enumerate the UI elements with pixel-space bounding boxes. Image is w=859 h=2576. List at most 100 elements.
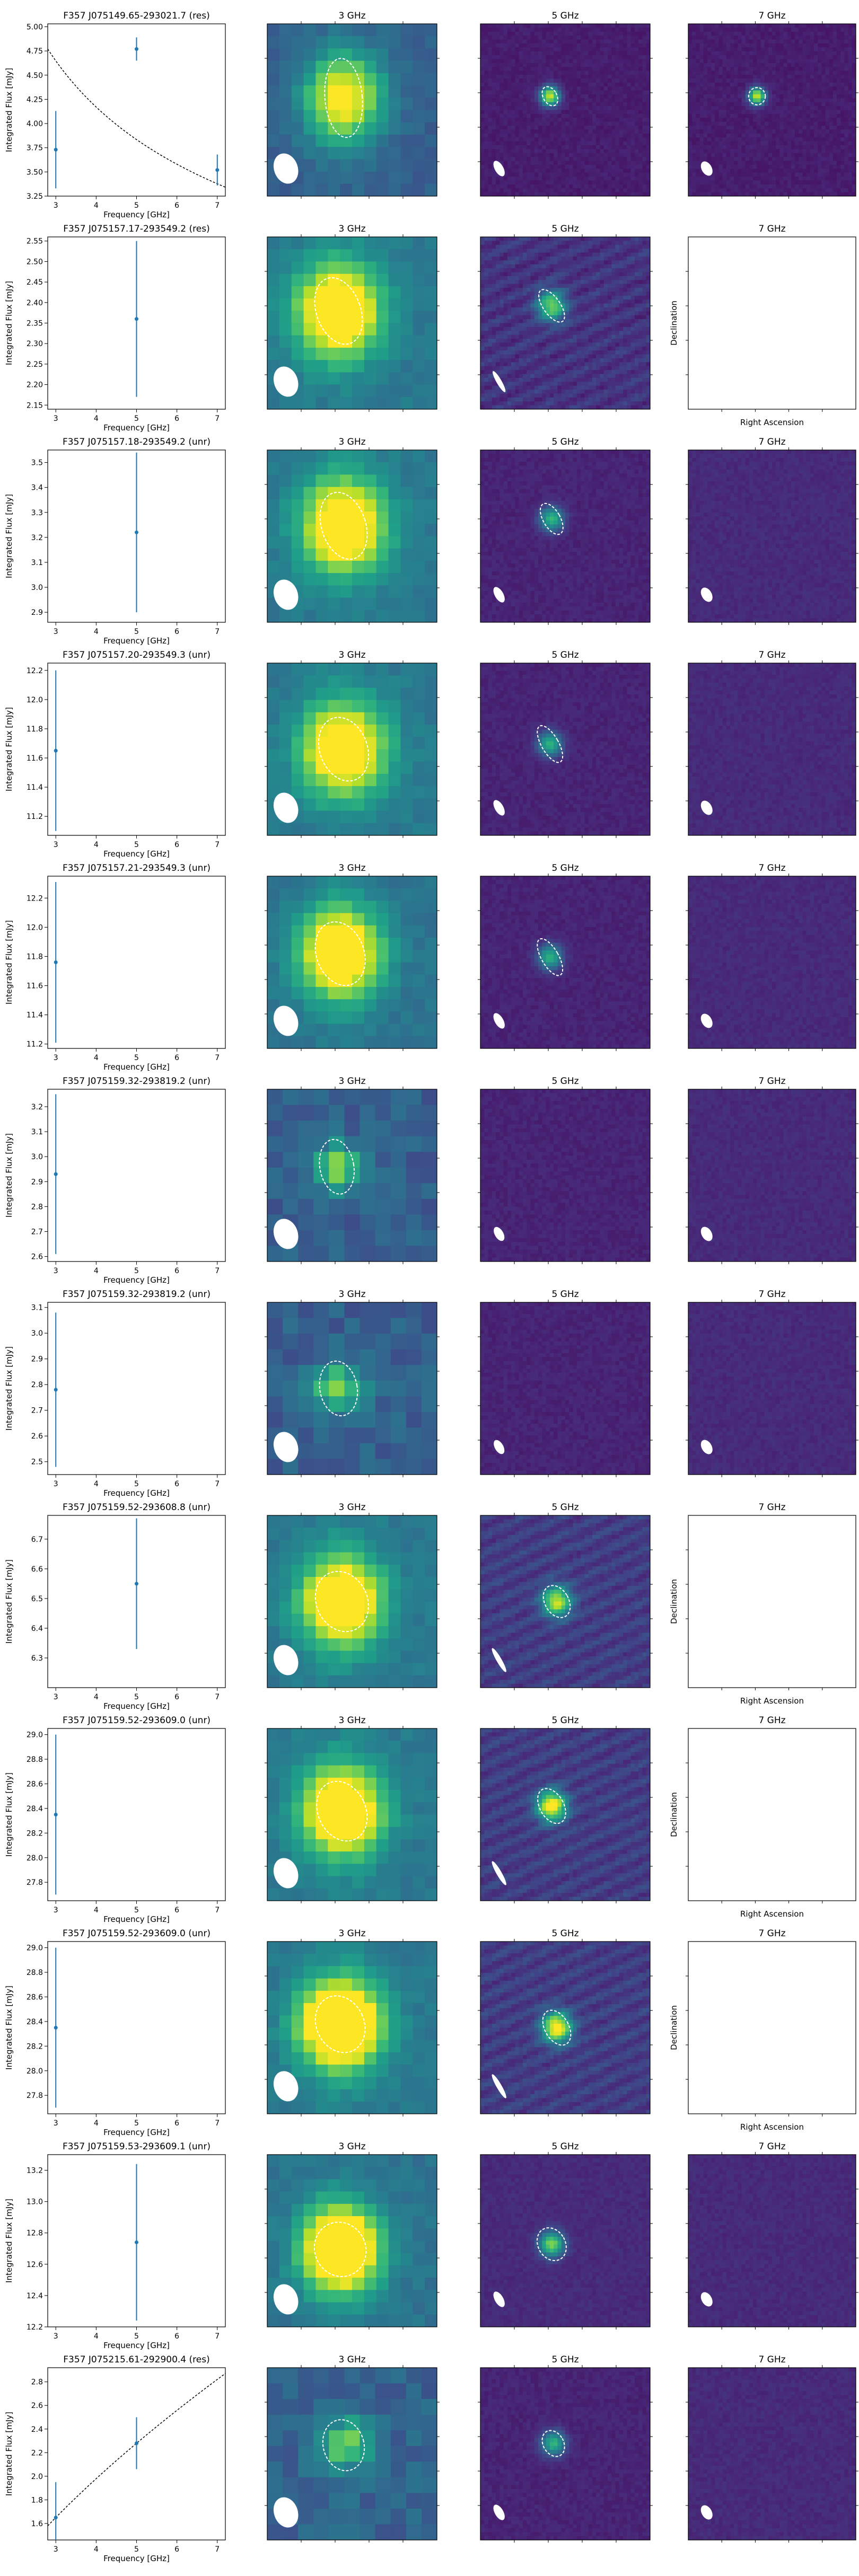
- y-tick-label: 3.1: [31, 1304, 43, 1312]
- image-panel-3ghz: 3 GHz: [265, 1289, 440, 1477]
- image-panel-3ghz: 3 GHz: [265, 1502, 440, 1690]
- panel-title: F357 J075215.61-292900.4 (res): [63, 2354, 209, 2365]
- data-point: [54, 2482, 58, 2540]
- image-pixels: [267, 1302, 437, 1475]
- beam-ellipse: [492, 1648, 506, 1672]
- y-tick-label: 2.8: [31, 1203, 43, 1211]
- x-tick-label: 5: [134, 414, 139, 423]
- source-ellipse: [319, 1139, 355, 1195]
- image-frame: [688, 1089, 856, 1262]
- beam-ellipse: [493, 1013, 505, 1029]
- image-pixels: [267, 450, 437, 622]
- y-tick-label: 12.0: [27, 696, 43, 704]
- y-tick-label: 4.50: [27, 72, 43, 80]
- x-tick-label: 6: [174, 841, 179, 849]
- image-pixels: [480, 663, 650, 835]
- row-11: F357 J075159.53-293609.1 (unr) 3 4 5 6 7 12.2 1…: [4, 2141, 858, 2350]
- x-tick-label: 7: [215, 2332, 220, 2341]
- y-tick-label: 29.0: [27, 1944, 43, 1953]
- y-tick-label: 2.9: [31, 608, 43, 617]
- y-tick-label: 28.4: [27, 1805, 43, 1813]
- x-tick-label: 5: [134, 2332, 139, 2341]
- x-tick-label: 7: [215, 1054, 220, 1062]
- y-tick-label: 11.6: [27, 754, 43, 763]
- panel-title: 3 GHz: [338, 1715, 365, 1726]
- image-pixels: [267, 1089, 437, 1261]
- image-pixels: [267, 1728, 437, 1901]
- spectrum-plot: F357 J075157.21-293549.3 (unr) 3 4 5 6 7 11.2 1…: [4, 863, 226, 1072]
- axis-ylabel: Integrated Flux [mJy]: [4, 1133, 14, 1218]
- panel-title: 5 GHz: [551, 437, 578, 447]
- point-marker: [54, 2026, 58, 2030]
- y-tick-label: 28.4: [27, 2018, 43, 2026]
- x-tick-label: 7: [215, 841, 220, 849]
- y-tick-label: 2.15: [27, 401, 43, 410]
- x-tick-label: 3: [54, 841, 58, 849]
- point-marker: [135, 2240, 138, 2244]
- axis-xlabel: Frequency [GHz]: [103, 2341, 170, 2350]
- data-point: [54, 1734, 58, 1895]
- panel-title: 7 GHz: [758, 2354, 785, 2365]
- beam-ellipse: [492, 1861, 506, 1885]
- axis-xlabel: Frequency [GHz]: [103, 2128, 170, 2137]
- x-tick-label: 6: [174, 1267, 179, 1275]
- y-tick-label: 5.00: [27, 23, 43, 31]
- point-marker: [135, 47, 138, 51]
- panel-title: 7 GHz: [758, 1928, 785, 1939]
- y-tick-label: 1.8: [31, 2496, 43, 2504]
- y-tick-label: 11.4: [27, 1011, 43, 1020]
- axis-ylabel: Integrated Flux [mJy]: [4, 68, 14, 152]
- plot-frame: [47, 1941, 226, 2114]
- beam-ellipse: [273, 1432, 299, 1462]
- axis-xlabel: Right Ascension: [740, 1909, 804, 1919]
- image-pixels: [688, 450, 856, 622]
- source-ellipse: [313, 2221, 367, 2278]
- y-tick-label: 12.2: [27, 2323, 43, 2332]
- image-frame: [267, 23, 437, 197]
- x-tick-label: 5: [134, 1693, 139, 1701]
- image-panel-5ghz: 5 GHz: [478, 1502, 653, 1690]
- y-tick-label: 28.2: [27, 2042, 43, 2051]
- image-frame: [480, 1089, 651, 1262]
- point-marker: [135, 317, 138, 321]
- empty-frame: [688, 1728, 856, 1901]
- panel-title: 3 GHz: [338, 1502, 365, 1513]
- point-marker: [54, 147, 58, 152]
- image-panel-5ghz: 5 GHz: [478, 437, 653, 625]
- y-tick-label: 6.3: [31, 1654, 43, 1663]
- axis-ylabel: Integrated Flux [mJy]: [4, 707, 14, 791]
- axis-ylabel: Declination: [669, 2005, 679, 2050]
- axis-ylabel: Integrated Flux [mJy]: [4, 920, 14, 1004]
- data-point: [135, 1518, 138, 1649]
- beam-ellipse: [273, 1005, 299, 1036]
- image-panel-5ghz: 5 GHz: [478, 2354, 653, 2543]
- y-tick-label: 2.8: [31, 2378, 43, 2387]
- beam-ellipse: [273, 1858, 299, 1889]
- source-ellipse: [324, 58, 363, 138]
- x-tick-label: 5: [134, 1054, 139, 1062]
- panel-title: F357 J075157.21-293549.3 (unr): [63, 863, 211, 874]
- y-tick-label: 2.0: [31, 2473, 43, 2481]
- x-tick-label: 7: [215, 1480, 220, 1488]
- x-tick-label: 5: [134, 841, 139, 849]
- axis-ylabel: Integrated Flux [mJy]: [4, 2199, 14, 2283]
- beam-ellipse: [273, 153, 299, 184]
- spectrum-plot: F357 J075157.20-293549.3 (unr) 3 4 5 6 7 11.2 1…: [4, 650, 226, 859]
- axis-ylabel: Declination: [669, 1579, 679, 1624]
- axis-xlabel: Frequency [GHz]: [103, 1275, 170, 1285]
- image-frame: [480, 1728, 651, 1901]
- image-panel-5ghz: 5 GHz: [478, 650, 653, 838]
- source-ellipse: [314, 1571, 369, 1633]
- image-pixels: [688, 24, 856, 196]
- axis-ylabel: Declination: [669, 1792, 679, 1837]
- x-tick-label: 3: [54, 2545, 58, 2554]
- image-panel-7ghz: 7 GHz: [686, 2141, 858, 2330]
- panel-title: 7 GHz: [758, 2141, 785, 2152]
- panel-title: 3 GHz: [338, 1928, 365, 1939]
- x-tick-label: 6: [174, 1906, 179, 1915]
- y-tick-label: 2.5: [31, 1458, 43, 1467]
- x-tick-label: 5: [134, 2545, 139, 2554]
- image-frame: [480, 1302, 651, 1475]
- axis-xlabel: Frequency [GHz]: [103, 1488, 170, 1498]
- panel-title: 7 GHz: [758, 1289, 785, 1300]
